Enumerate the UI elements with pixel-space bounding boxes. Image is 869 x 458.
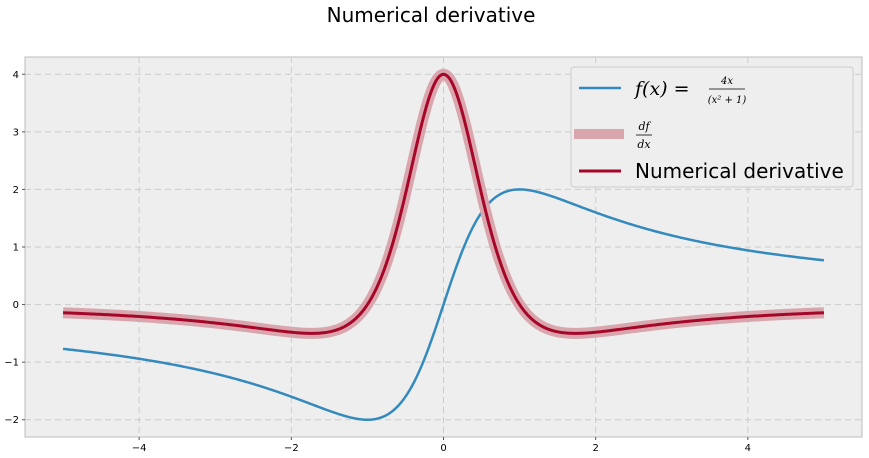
y-tick-label: 0 — [13, 300, 19, 311]
chart-title: Numerical derivative — [327, 3, 536, 27]
x-tick-label: 2 — [592, 443, 598, 454]
axis-ticks: −4 −2 0 2 4 −2 −1 0 1 2 3 4 — [4, 70, 751, 454]
legend: f(x) = 4x (x² + 1) df dx Numerical deriv… — [570, 66, 854, 188]
y-tick-label: −1 — [4, 358, 19, 369]
x-tick-label: −4 — [132, 443, 147, 454]
legend-label-df-numerator: df — [638, 120, 651, 133]
x-tick-label: 0 — [440, 443, 446, 454]
legend-label-df-denominator: dx — [637, 138, 651, 151]
legend-label-numerical: Numerical derivative — [635, 159, 844, 183]
y-tick-label: 3 — [13, 127, 19, 138]
series-line-numerical — [62, 72, 825, 335]
legend-label-f-numerator: 4x — [720, 76, 733, 87]
series-layer — [59, 68, 828, 421]
legend-label-f-denominator: (x² + 1) — [708, 95, 747, 106]
legend-label-f: f(x) = — [633, 78, 690, 100]
x-tick-label: −2 — [284, 443, 299, 454]
y-tick-label: 1 — [13, 243, 19, 254]
legend-box — [570, 66, 854, 188]
y-tick-label: 2 — [13, 185, 19, 196]
y-tick-label: −2 — [4, 415, 19, 426]
y-tick-label: 4 — [13, 70, 19, 81]
series-line-f — [62, 188, 825, 421]
x-tick-label: 4 — [745, 443, 751, 454]
